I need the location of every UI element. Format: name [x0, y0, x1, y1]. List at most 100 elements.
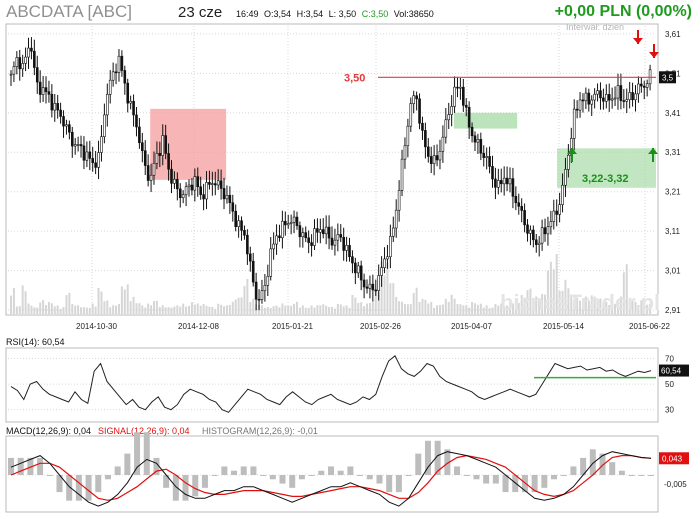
- candle-body: [622, 100, 626, 102]
- volume-bar: [94, 306, 97, 314]
- open-value: O:3,54: [264, 9, 292, 19]
- volume-bar: [646, 304, 649, 314]
- candle-body: [555, 210, 559, 215]
- candle-body: [333, 239, 337, 246]
- volume-bar: [91, 303, 94, 314]
- macd-value-tag: [659, 452, 689, 465]
- candle-body: [327, 226, 331, 239]
- volume-bar: [482, 307, 485, 314]
- volume-bar: [266, 307, 269, 314]
- date-tick-label: 2014-10-30: [76, 322, 117, 331]
- macd-title: MACD(12,26,9): 0,04: [6, 426, 91, 436]
- volume-bar: [409, 304, 412, 314]
- volume-bar: [614, 303, 617, 314]
- histogram-bar: [114, 466, 121, 475]
- volume-bar: [447, 301, 450, 314]
- volume-bar: [135, 303, 138, 314]
- date-tick-label: 2015-02-26: [360, 322, 401, 331]
- volume-bar: [269, 308, 272, 314]
- candle-body: [184, 186, 188, 196]
- volume-bar: [473, 303, 476, 314]
- interval-label: Interwał: dzień: [566, 22, 625, 32]
- volume-bar: [558, 290, 561, 314]
- volume-bar: [564, 279, 567, 314]
- volume-bar: [357, 302, 360, 314]
- volume-bar: [631, 300, 634, 314]
- volume-bar: [485, 305, 488, 314]
- volume-bar: [109, 307, 112, 314]
- up-arrow-right-head: [648, 148, 658, 154]
- volume-bar: [59, 308, 62, 314]
- volume-bar: [424, 299, 427, 314]
- volume-bar: [570, 296, 573, 314]
- candle-body: [254, 281, 258, 300]
- candle-body: [517, 202, 521, 207]
- volume-bar: [231, 301, 234, 314]
- volume-bar: [529, 288, 532, 314]
- histogram-bar: [134, 432, 141, 475]
- candle-body: [605, 94, 608, 102]
- volume-bars: [10, 254, 652, 314]
- histogram-bar: [357, 475, 364, 476]
- date-tick-label: 2015-04-07: [451, 322, 492, 331]
- candle-body: [321, 229, 325, 235]
- quote-date: 23 cze: [178, 4, 223, 21]
- volume-bar: [363, 305, 366, 314]
- candle-body: [339, 234, 343, 238]
- volume-bar: [205, 305, 208, 314]
- histogram-bar: [75, 475, 82, 501]
- histogram-bar: [444, 449, 451, 475]
- candle-body: [625, 99, 629, 102]
- volume-bar: [415, 287, 418, 314]
- candle-body: [575, 108, 579, 111]
- volume-bar: [319, 305, 322, 314]
- candle-body: [146, 165, 150, 181]
- volume-bar: [433, 307, 436, 314]
- volume-bar: [77, 305, 80, 314]
- candle-body: [120, 55, 124, 71]
- candle-body: [426, 146, 430, 157]
- volume-bar: [68, 292, 71, 314]
- volume-bar: [441, 304, 444, 314]
- volume-bar: [188, 306, 191, 314]
- volume-bar: [284, 305, 287, 314]
- candle-body: [607, 94, 611, 101]
- candle-body: [97, 152, 100, 168]
- candle-body: [143, 150, 147, 166]
- candle-body: [234, 210, 237, 227]
- candle-body: [301, 232, 305, 238]
- histogram-bar: [454, 466, 461, 475]
- candle-body: [114, 71, 118, 74]
- volume-bar: [199, 305, 202, 314]
- candle-body: [508, 178, 512, 185]
- candle-body: [50, 94, 54, 111]
- histogram-bar: [318, 470, 325, 475]
- volume-bar: [80, 307, 83, 314]
- candle-body: [123, 70, 127, 84]
- candle-body: [479, 139, 483, 154]
- volume-bar: [374, 289, 377, 314]
- candle-body: [76, 144, 80, 146]
- candle-body: [444, 119, 448, 138]
- histogram-bar: [298, 475, 305, 480]
- volume-bar: [141, 305, 144, 314]
- histogram-bar: [240, 466, 247, 475]
- candle-body: [211, 183, 214, 185]
- date-axis: 2014-10-30 2014-12-08 2015-01-21 2015-02-26…: [76, 322, 670, 331]
- candle-body: [645, 83, 649, 88]
- candle-body: [415, 95, 418, 100]
- histogram-bar: [66, 475, 73, 501]
- candle-body: [141, 142, 144, 152]
- volume-bar: [281, 303, 284, 314]
- volume-bar: [193, 304, 196, 314]
- histogram-bar: [37, 457, 44, 475]
- candle-body: [135, 114, 138, 128]
- volume-bar: [225, 305, 228, 314]
- candle-body: [222, 188, 226, 200]
- candle-body: [190, 184, 194, 191]
- candle-body: [488, 156, 491, 167]
- volume-bar: [179, 306, 182, 314]
- candle-body: [389, 236, 392, 258]
- candle-body: [400, 158, 404, 191]
- volume-bar: [503, 307, 506, 314]
